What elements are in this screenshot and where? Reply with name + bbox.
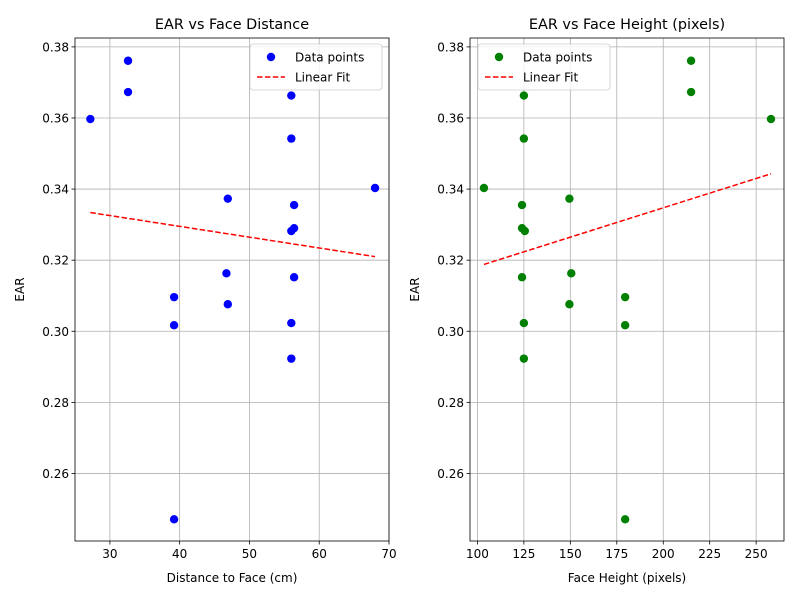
x-axis-label: Distance to Face (cm): [167, 571, 298, 585]
data-point: [223, 194, 233, 203]
data-point: [479, 183, 489, 193]
data-point: [289, 223, 299, 233]
y-tick-label: 0.28: [42, 396, 69, 410]
data-point: [287, 134, 296, 143]
data-point: [686, 56, 696, 65]
data-point: [620, 321, 630, 330]
data-point: [620, 515, 630, 524]
chart-2: 100 125 150 175 200 225 250 0.26 0.28 0.30 0.32 0.3…: [408, 17, 785, 585]
data-point: [223, 300, 233, 309]
data-point: [620, 292, 630, 302]
y-tick-label: 0.28: [437, 396, 464, 410]
data-point: [123, 87, 133, 97]
data-point: [287, 354, 296, 363]
chart-title: EAR vs Face Distance: [155, 17, 309, 33]
series-linear-fit: [483, 173, 772, 266]
data-point: [517, 273, 527, 282]
data-point: [370, 183, 380, 193]
y-tick-label: 0.26: [42, 467, 69, 481]
y-axis-label: EAR: [13, 277, 27, 301]
y-tick-label: 0.30: [42, 325, 69, 339]
x-tick-label: 250: [745, 547, 768, 561]
fit-line: [483, 173, 772, 266]
chart-1: 30 40 50 60 70 0.26 0.28 0.30 0.32 0.34 0.36 0.38 EA…: [13, 17, 397, 585]
data-point: [289, 200, 299, 210]
x-tick-label: 175: [605, 547, 628, 561]
legend: Data points Linear Fit: [477, 43, 611, 91]
legend-label: Data points: [523, 51, 592, 65]
data-point: [86, 114, 95, 124]
y-axis-label: EAR: [408, 277, 422, 301]
plot-frame: [74, 37, 390, 542]
y-tick-label: 0.32: [42, 254, 69, 268]
y-tick-label: 0.26: [437, 467, 464, 481]
data-point: [517, 200, 527, 210]
x-tick-label: 200: [652, 547, 675, 561]
fit-line: [90, 211, 376, 258]
data-point: [169, 515, 179, 524]
legend-box: [249, 43, 383, 91]
data-point: [222, 269, 231, 278]
data-point: [519, 318, 529, 328]
x-tick-label: 70: [381, 547, 396, 561]
legend-box: [477, 43, 611, 91]
x-tick-label: 40: [172, 547, 187, 561]
data-point: [287, 91, 296, 100]
y-tick-label: 0.36: [42, 111, 69, 125]
data-point: [565, 194, 574, 203]
data-point: [169, 321, 179, 330]
legend: Data points Linear Fit: [249, 43, 383, 91]
data-point: [520, 226, 530, 236]
data-point: [287, 318, 296, 328]
y-tick-label: 0.34: [42, 183, 69, 197]
legend-label: Linear Fit: [523, 71, 578, 85]
y-tick-label: 0.30: [437, 325, 464, 339]
x-tick-label: 225: [698, 547, 721, 561]
data-point: [519, 134, 529, 143]
chart-title: EAR vs Face Height (pixels): [529, 17, 725, 33]
x-tick-label: 50: [242, 547, 257, 561]
plot-frame: [469, 37, 785, 542]
series-linear-fit: [90, 211, 376, 258]
x-tick-label: 125: [512, 547, 535, 561]
data-point: [686, 87, 696, 97]
x-axis-label: Face Height (pixels): [568, 571, 686, 585]
data-point: [169, 292, 179, 302]
data-point: [766, 114, 776, 124]
x-tick-label: 100: [466, 547, 489, 561]
y-tick-label: 0.34: [437, 183, 464, 197]
y-tick-label: 0.38: [437, 40, 464, 54]
y-tick-label: 0.32: [437, 254, 464, 268]
series-data-points: [86, 56, 380, 524]
data-point: [519, 91, 529, 100]
data-point: [565, 300, 574, 309]
x-tick-label: 60: [312, 547, 327, 561]
series-data-points: [479, 56, 776, 524]
data-point: [123, 56, 133, 65]
x-tick-label: 150: [559, 547, 582, 561]
y-tick-label: 0.36: [437, 111, 464, 125]
legend-swatch-marker: [494, 52, 504, 62]
data-point: [567, 269, 576, 278]
legend-label: Data points: [295, 51, 364, 65]
legend-label: Linear Fit: [295, 71, 350, 85]
data-point: [289, 273, 299, 282]
x-tick-label: 30: [102, 547, 117, 561]
legend-swatch-marker: [266, 52, 276, 62]
data-point: [519, 354, 529, 363]
y-tick-label: 0.38: [42, 40, 69, 54]
